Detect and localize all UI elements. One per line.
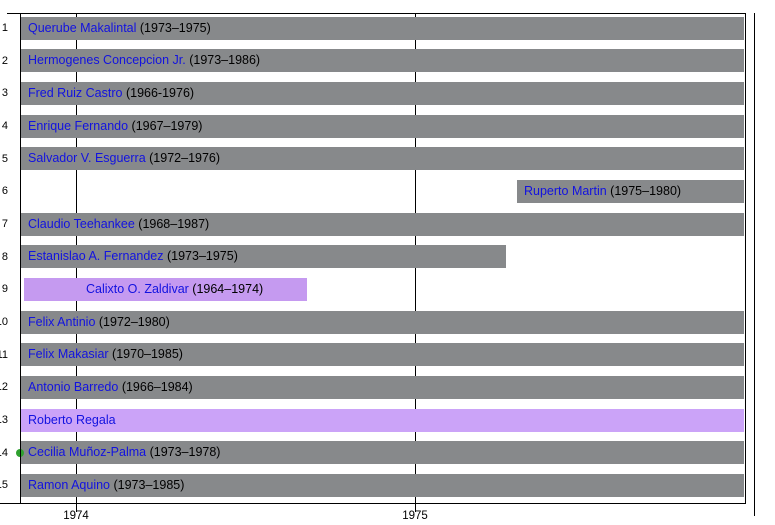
bar-label-row10: Felix Antinio (1972–1980) — [28, 311, 170, 334]
timeline-bar-row9 — [24, 278, 307, 301]
bar-label-row4: Enrique Fernando (1967–1979) — [28, 115, 202, 138]
y-tick-label-row1: 1 — [1, 22, 8, 34]
bar-label-row9: Calixto O. Zaldivar (1964–1974) — [86, 278, 263, 301]
plot-bottom-spine — [0, 503, 746, 504]
justice-name: Felix Antinio — [28, 315, 96, 329]
plot-top-spine — [7, 13, 746, 14]
bar-label-row6: Ruperto Martin (1975–1980) — [524, 180, 681, 203]
timeline-bar-row4 — [21, 115, 744, 138]
timeline-bar-row15 — [21, 474, 744, 497]
justice-term-years: (1973–1985) — [110, 478, 185, 492]
year-gridline-1976 — [754, 13, 755, 516]
timeline-bar-row2 — [21, 49, 744, 72]
y-tick-label-row9: 9 — [1, 283, 8, 295]
y-tick-label-row4: 4 — [1, 120, 8, 132]
justice-name: Fred Ruiz Castro — [28, 86, 123, 100]
justice-term-years: (1966-1976) — [122, 86, 195, 100]
y-tick-label-row12: 12 — [0, 381, 8, 393]
plot-left-spine — [20, 13, 21, 504]
y-tick-label-row3: 3 — [1, 87, 8, 99]
timeline-bar-row1 — [21, 17, 744, 40]
bar-label-row5: Salvador V. Esguerra (1972–1976) — [28, 147, 220, 170]
bar-label-row1: Querube Makalintal (1973–1975) — [28, 17, 211, 40]
justice-term-years: (1973–1986) — [185, 53, 261, 67]
justice-name: Enrique Fernando — [28, 119, 129, 133]
y-tick-label-row6: 6 — [1, 185, 8, 197]
justice-term-years: (1968–1987) — [134, 217, 210, 231]
justice-term-years: (1973–1975) — [136, 21, 211, 35]
justice-name: Querube Makalintal — [28, 21, 137, 35]
timeline-bar-row8 — [21, 245, 506, 268]
x-tick-label-1974: 1974 — [63, 510, 89, 522]
x-tick-label-1975: 1975 — [402, 510, 428, 522]
bar-label-row3: Fred Ruiz Castro (1966-1976) — [28, 82, 194, 105]
bar-label-row11: Felix Makasiar (1970–1985) — [28, 343, 183, 366]
y-tick-label-row13: 13 — [0, 414, 8, 426]
y-tick-label-row8: 8 — [1, 251, 8, 263]
justice-name: Claudio Teehankee — [28, 217, 135, 231]
y-tick-label-row11: 11 — [0, 349, 8, 361]
bar-label-row13: Roberto Regala — [28, 409, 116, 432]
justice-term-years: (1964–1974) — [188, 282, 264, 296]
bar-label-row12: Antonio Barredo (1966–1984) — [28, 376, 193, 399]
timeline-bar-row7 — [21, 213, 744, 236]
timeline-bar-row3 — [21, 82, 744, 105]
justice-term-years: (1972–1976) — [145, 151, 221, 165]
bar-label-row15: Ramon Aquino (1973–1985) — [28, 474, 184, 497]
y-tick-label-row2: 2 — [1, 55, 8, 67]
justice-name: Roberto Regala — [28, 413, 116, 427]
plot-right-spine — [745, 13, 746, 504]
justice-name: Hermogenes Concepcion Jr. — [28, 53, 186, 67]
y-tick-label-row5: 5 — [1, 153, 8, 165]
bar-label-row2: Hermogenes Concepcion Jr. (1973–1986) — [28, 49, 260, 72]
justice-name: Calixto O. Zaldivar — [86, 282, 189, 296]
justice-term-years: (1973–1978) — [146, 445, 221, 459]
justice-name: Estanislao A. Fernandez — [28, 249, 164, 263]
justice-term-years: (1967–1979) — [128, 119, 203, 133]
justice-term-years: (1970–1985) — [108, 347, 183, 361]
y-tick-label-row10: 10 — [0, 316, 8, 328]
justice-term-years: (1975–1980) — [606, 184, 682, 198]
justice-term-years: (1966–1984) — [118, 380, 193, 394]
timeline-bar-row5 — [21, 147, 744, 170]
justice-name: Felix Makasiar — [28, 347, 109, 361]
timeline-bar-row13 — [21, 409, 744, 432]
y-tick-label-row14: 14 — [0, 447, 8, 459]
timeline-bar-row6 — [517, 180, 744, 203]
timeline-bar-row11 — [21, 343, 744, 366]
justice-term-years: (1973–1975) — [163, 249, 238, 263]
justice-term-years: (1972–1980) — [95, 315, 170, 329]
justice-name: Salvador V. Esguerra — [28, 151, 146, 165]
timeline-bar-row12 — [21, 376, 744, 399]
bar-label-row7: Claudio Teehankee (1968–1987) — [28, 213, 209, 236]
justice-name: Ramon Aquino — [28, 478, 111, 492]
y-tick-label-row15: 15 — [0, 479, 8, 491]
justice-name: Ruperto Martin — [524, 184, 607, 198]
y-tick-label-row7: 7 — [1, 218, 8, 230]
bar-label-row8: Estanislao A. Fernandez (1973–1975) — [28, 245, 238, 268]
timeline-bar-row14 — [21, 441, 744, 464]
bar-label-row14: Cecilia Muñoz-Palma (1973–1978) — [28, 441, 220, 464]
justice-name: Cecilia Muñoz-Palma — [28, 445, 147, 459]
timeline-bar-row10 — [21, 311, 744, 334]
justice-name: Antonio Barredo — [28, 380, 119, 394]
